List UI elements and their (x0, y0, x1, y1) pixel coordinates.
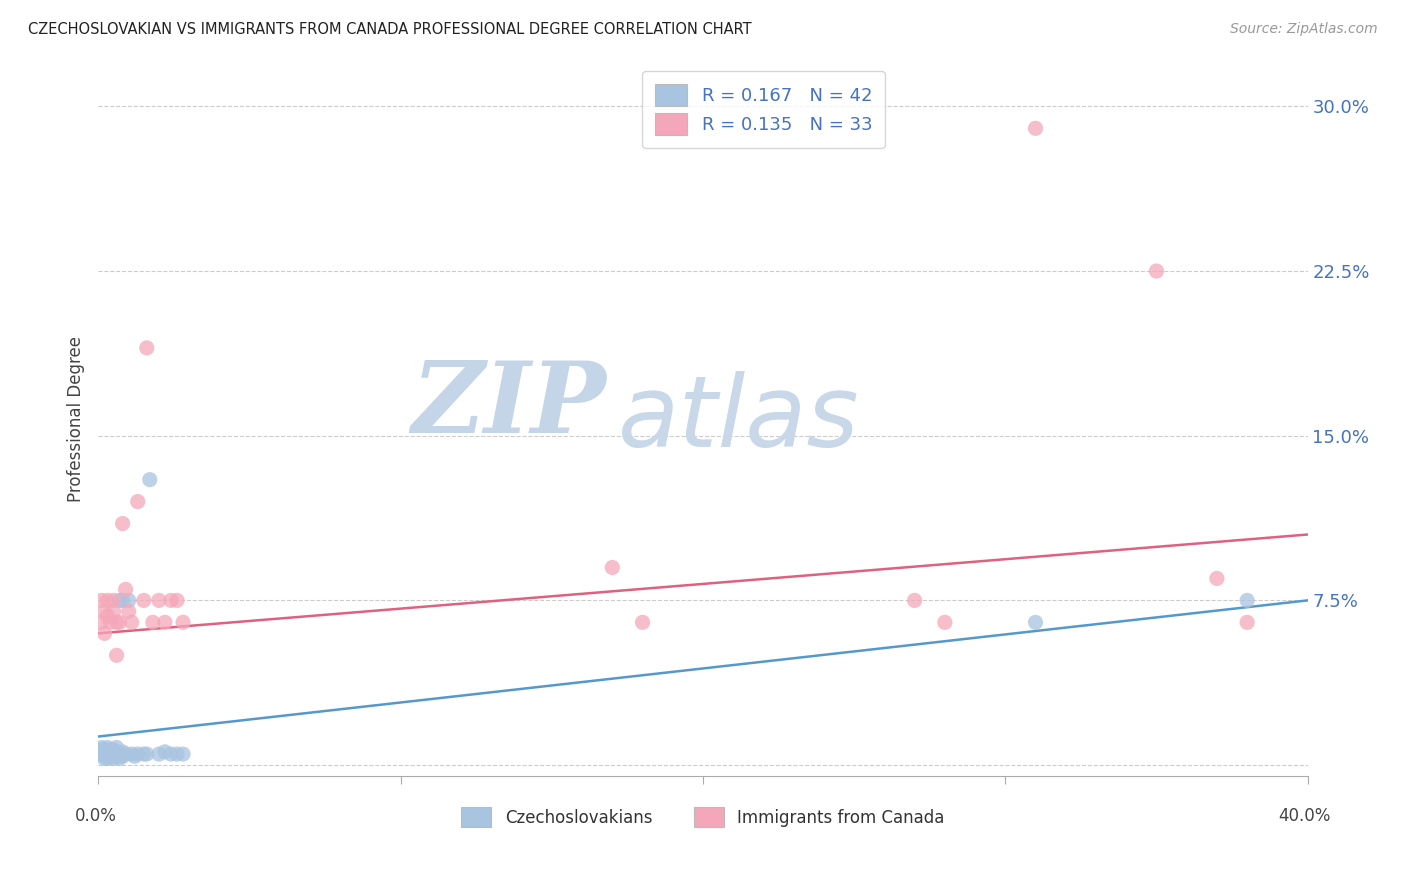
Point (90, 747, 112, 761)
Point (1024, 121, 1046, 136)
Point (96, 751, 118, 765)
Point (1024, 615, 1046, 630)
Point (135, 747, 157, 761)
Point (96, 745, 118, 759)
Point (96, 608, 118, 623)
Point (1236, 593, 1258, 607)
Point (93, 751, 115, 765)
Point (105, 648, 128, 663)
Text: Source: ZipAtlas.com: Source: ZipAtlas.com (1230, 22, 1378, 37)
Point (93, 626, 115, 640)
Point (108, 751, 131, 765)
Point (93, 604, 115, 618)
Point (127, 747, 149, 761)
Point (127, 494, 149, 508)
Point (93, 747, 115, 761)
Text: atlas: atlas (619, 371, 860, 467)
Point (132, 593, 155, 607)
Point (93, 742, 115, 756)
Point (160, 593, 183, 607)
Point (105, 615, 128, 630)
Point (118, 604, 141, 618)
Point (100, 749, 122, 764)
Point (121, 747, 143, 761)
Point (602, 560, 624, 574)
Point (90, 593, 112, 607)
Point (148, 747, 170, 761)
Point (153, 615, 176, 630)
Point (1144, 264, 1167, 278)
Point (904, 593, 927, 607)
Point (100, 745, 122, 759)
Point (934, 615, 956, 630)
Point (108, 747, 131, 761)
Point (103, 593, 125, 607)
Point (90, 740, 112, 755)
Point (103, 742, 125, 756)
Point (90, 742, 112, 756)
Point (103, 604, 125, 618)
Point (160, 747, 183, 761)
Point (148, 593, 170, 607)
Point (100, 742, 122, 756)
Point (96, 740, 118, 755)
Point (166, 747, 188, 761)
Point (103, 747, 125, 761)
Point (90, 615, 112, 630)
Point (111, 593, 134, 607)
Point (153, 745, 176, 759)
Point (172, 615, 194, 630)
Point (132, 747, 155, 761)
Text: ZIP: ZIP (412, 357, 606, 453)
Point (118, 593, 141, 607)
Legend: Czechoslovakians, Immigrants from Canada: Czechoslovakians, Immigrants from Canada (450, 796, 956, 839)
Point (111, 749, 134, 764)
Point (111, 516, 134, 531)
Point (105, 749, 128, 764)
Point (166, 593, 188, 607)
Point (142, 615, 165, 630)
Text: 40.0%: 40.0% (1278, 807, 1331, 825)
Point (1206, 571, 1229, 585)
Point (135, 341, 157, 355)
Point (105, 740, 128, 755)
Point (108, 615, 131, 630)
Point (93, 749, 115, 764)
Point (96, 747, 118, 761)
Point (114, 582, 136, 597)
Point (108, 593, 131, 607)
Point (96, 593, 118, 607)
Point (172, 747, 194, 761)
Point (111, 745, 134, 759)
Point (124, 749, 146, 764)
Point (114, 747, 136, 761)
Point (1236, 615, 1258, 630)
Text: CZECHOSLOVAKIAN VS IMMIGRANTS FROM CANADA PROFESSIONAL DEGREE CORRELATION CHART: CZECHOSLOVAKIAN VS IMMIGRANTS FROM CANAD… (28, 22, 752, 37)
Text: 0.0%: 0.0% (75, 807, 117, 825)
Point (100, 615, 122, 630)
Point (631, 615, 654, 630)
Point (90, 745, 112, 759)
Point (139, 473, 162, 487)
Point (103, 751, 125, 765)
Point (105, 745, 128, 759)
Y-axis label: Professional Degree: Professional Degree (66, 336, 84, 502)
Point (121, 615, 143, 630)
